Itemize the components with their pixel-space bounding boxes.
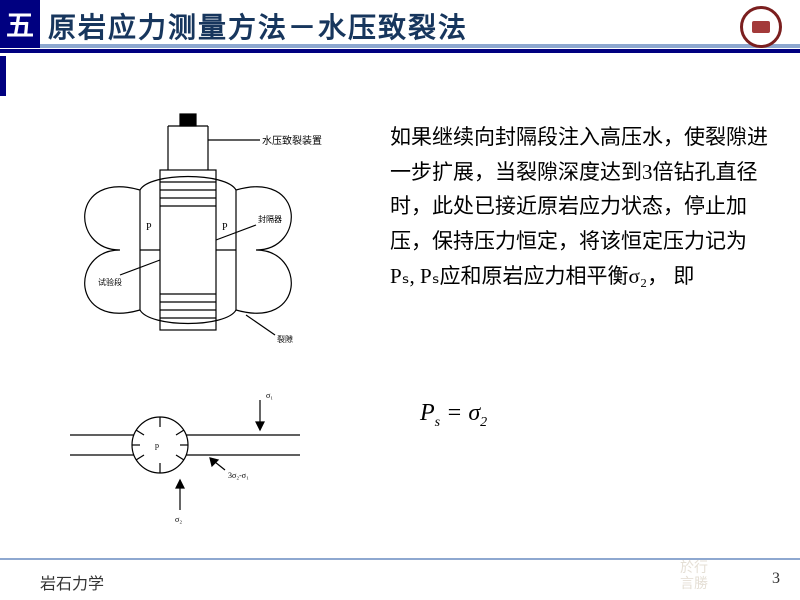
label-sigma2: σ₂ xyxy=(175,515,182,524)
university-logo-icon xyxy=(740,6,782,48)
label-crack: 裂隙 xyxy=(277,334,293,344)
svg-text:於行: 於行 xyxy=(680,560,708,576)
formula-lhs: P xyxy=(420,400,435,426)
content-area: 水压致裂装置 P P 试验段 封隔器 裂隙 xyxy=(0,100,800,540)
formula: Ps = σ2 xyxy=(420,400,487,431)
watermark-icon: 於行 言勝 xyxy=(670,558,740,592)
title-underline-light xyxy=(40,44,800,48)
title-underline-dark xyxy=(0,49,800,53)
label-packer: 封隔器 xyxy=(258,214,282,224)
header: 五 原岩应力测量方法－水压致裂法 xyxy=(0,0,800,56)
section-number: 五 xyxy=(6,4,34,44)
label-p-left: P xyxy=(146,222,152,233)
hydraulic-fracturing-diagram-icon: 水压致裂装置 P P 试验段 封隔器 裂隙 xyxy=(60,110,360,530)
section-number-box: 五 xyxy=(0,0,40,48)
body-text: 如果继续向封隔段注入高压水，使裂隙进一步扩展，当裂隙深度达到3倍钻孔直径时，此处… xyxy=(390,120,770,293)
diagram-area: 水压致裂装置 P P 试验段 封隔器 裂隙 xyxy=(60,110,360,530)
label-test-section: 试验段 xyxy=(98,277,122,287)
label-p-right: P xyxy=(222,222,228,233)
page-number: 3 xyxy=(772,570,780,588)
label-p-center: p xyxy=(155,441,159,450)
label-3sigma2-sigma1: 3σ₂-σ₁ xyxy=(228,471,249,480)
page-title: 原岩应力测量方法－水压致裂法 xyxy=(48,6,468,46)
footer-label: 岩石力学 xyxy=(40,570,104,594)
logo-inner-icon xyxy=(752,21,770,33)
formula-eq: = xyxy=(440,400,468,426)
left-strip xyxy=(0,56,6,96)
footer: 岩石力学 於行 言勝 3 xyxy=(0,558,800,600)
label-device: 水压致裂装置 xyxy=(262,134,322,147)
formula-rhs: σ xyxy=(468,400,480,426)
formula-rhs-sub: 2 xyxy=(480,415,487,430)
label-sigma1: σ₁ xyxy=(266,391,273,400)
svg-text:言勝: 言勝 xyxy=(680,576,708,592)
